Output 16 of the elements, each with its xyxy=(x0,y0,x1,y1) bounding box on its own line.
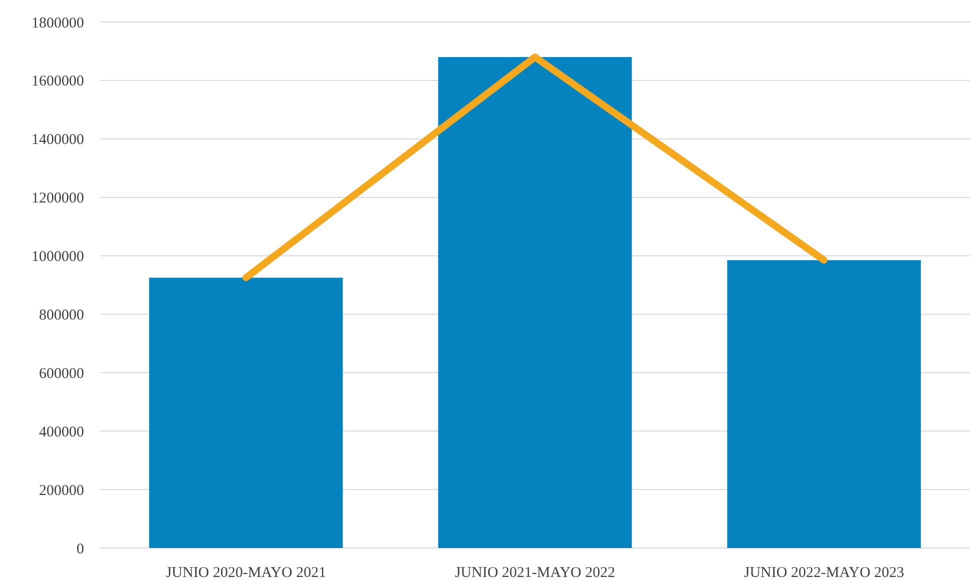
y-tick-label: 600000 xyxy=(39,366,84,382)
bar xyxy=(438,57,632,548)
y-tick-label: 1600000 xyxy=(32,74,84,90)
y-tick-label: 1800000 xyxy=(32,15,84,32)
x-tick-label: JUNIO 2020-MAYO 2021 xyxy=(166,565,326,581)
y-tick-label: 400000 xyxy=(39,424,84,440)
x-tick-label: JUNIO 2021-MAYO 2022 xyxy=(454,565,616,581)
y-tick-label: 1400000 xyxy=(32,132,84,148)
bar xyxy=(149,278,343,548)
y-tick-label: 0 xyxy=(76,541,84,558)
y-tick-label: 800000 xyxy=(39,307,84,324)
y-tick-label: 1000000 xyxy=(32,249,84,266)
bar xyxy=(727,260,921,548)
y-tick-label: 200000 xyxy=(39,482,84,499)
x-tick-label: JUNIO 2022-MAYO 2023 xyxy=(744,565,904,581)
y-tick-label: 1200000 xyxy=(32,190,84,207)
